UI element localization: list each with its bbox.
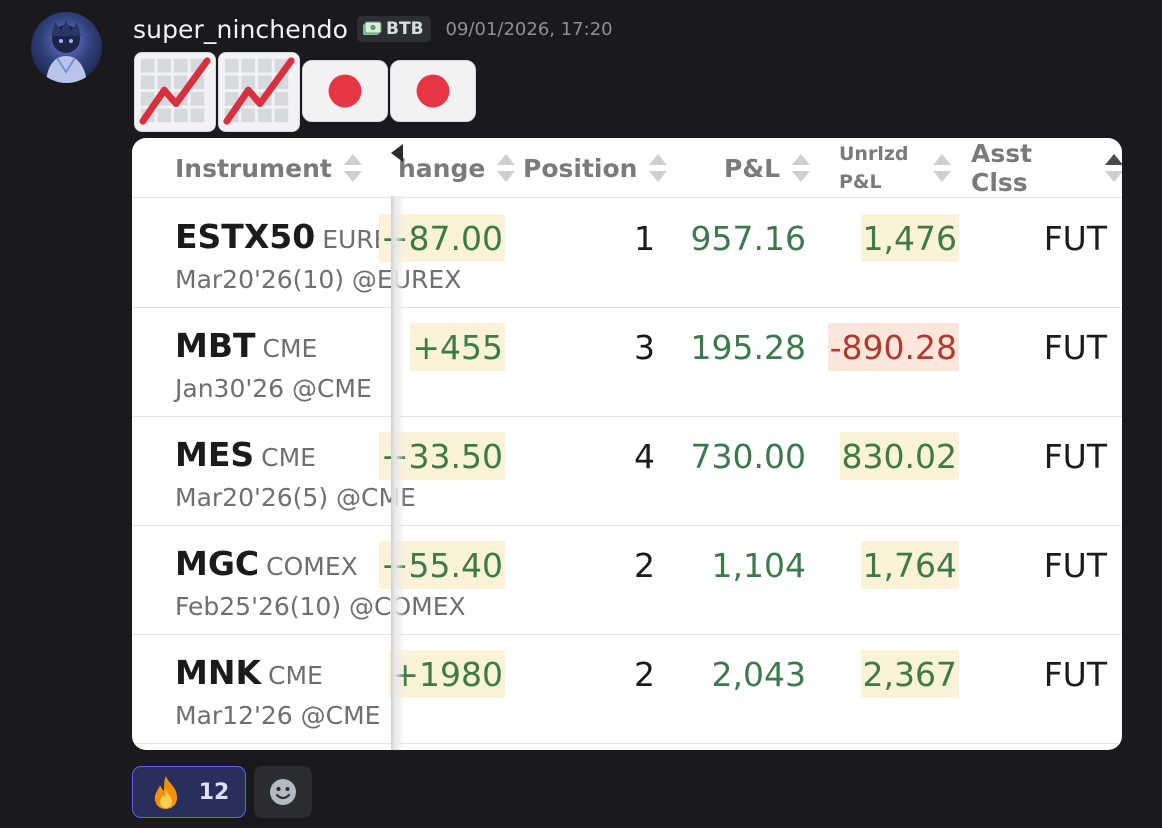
column-resize-handle[interactable] xyxy=(391,196,405,750)
column-instrument-label: Instrument xyxy=(175,153,332,183)
message-timestamp: 09/01/2026, 17:20 xyxy=(445,18,613,40)
positions-screenshot[interactable]: Instrument hange Position P&L Unrlzd P&L… xyxy=(132,138,1122,750)
username[interactable]: super_ninchendo xyxy=(133,14,349,44)
asset-class-cell: FUT xyxy=(1043,545,1107,585)
column-instrument[interactable]: Instrument xyxy=(175,138,362,198)
change-cell: +455 xyxy=(410,323,505,371)
sort-icon[interactable] xyxy=(649,153,668,183)
message-emojis xyxy=(134,52,476,132)
change-cell: +1980 xyxy=(389,650,505,698)
user-avatar[interactable] xyxy=(31,12,102,83)
table-row[interactable]: MNK CME Mar12'26 @CME +1980 2 2,043 2,367 FUT xyxy=(132,635,1122,744)
unrealized-pnl-cell: 1,764 xyxy=(860,541,959,589)
contract-details: Mar20'26(10) @EUREX xyxy=(175,265,462,294)
unrealized-pnl-cell: -890.28 xyxy=(827,323,959,371)
column-position-label: Position xyxy=(523,153,638,183)
asset-class-cell: FUT xyxy=(1043,654,1107,694)
fire-emoji-icon xyxy=(154,776,177,809)
instrument-symbol: MNK CME xyxy=(175,653,323,692)
pnl-cell: 1,104 xyxy=(711,545,806,585)
position-cell: 3 xyxy=(634,327,655,367)
column-asset-class-label: Asst Clss xyxy=(971,139,1033,197)
instrument-symbol: MES CME xyxy=(175,435,316,474)
sort-ascending-icon[interactable] xyxy=(1104,153,1122,183)
table-row[interactable]: ESTX50 EUREX Mar20'26(10) @EUREX +87.00 1 957… xyxy=(132,199,1122,308)
unrealized-pnl-cell: 830.02 xyxy=(839,432,959,480)
symbol-text: MNK xyxy=(175,653,262,692)
column-pnl[interactable]: P&L xyxy=(724,138,811,198)
table-row[interactable]: MBT CME Jan30'26 @CME +455 3 195.28 -890.28 FUT xyxy=(132,308,1122,417)
contract-details: Mar12'26 @CME xyxy=(175,701,381,730)
fire-reaction-button[interactable]: 12 xyxy=(132,766,246,818)
unrealized-pnl-cell: 2,367 xyxy=(860,650,959,698)
exchange-label: COMEX xyxy=(266,552,358,581)
instrument-symbol: ESTX50 EUREX xyxy=(175,217,407,256)
server-tag-label: BTB xyxy=(386,19,424,39)
message-header: super_ninchendo BTB 09/01/2026, 17:20 xyxy=(133,14,613,44)
column-asset-class[interactable]: Asst Clss xyxy=(971,138,1122,198)
sort-icon[interactable] xyxy=(933,153,951,183)
symbol-text: MES xyxy=(175,435,255,474)
sort-icon[interactable] xyxy=(792,153,811,183)
column-pnl-label: P&L xyxy=(724,153,781,183)
column-change-label: hange xyxy=(398,153,486,183)
table-row[interactable]: MES CME Mar20'26(5) @CME +33.50 4 730.00 830.0… xyxy=(132,417,1122,526)
scroll-left-arrow-icon[interactable] xyxy=(391,144,403,162)
pnl-cell: 2,043 xyxy=(711,654,806,694)
exchange-label: CME xyxy=(268,661,323,690)
asset-class-cell: FUT xyxy=(1043,218,1107,258)
pnl-cell: 730.00 xyxy=(690,436,806,476)
symbol-text: MBT xyxy=(175,326,256,365)
column-unrealized-label-line1: Unrlzd xyxy=(839,143,909,165)
reaction-count: 12 xyxy=(198,779,230,805)
instrument-symbol: MGC COMEX xyxy=(175,544,358,583)
exchange-label: CME xyxy=(262,334,318,363)
chart-increasing-emoji[interactable] xyxy=(134,52,216,132)
column-position[interactable]: Position xyxy=(523,138,668,198)
contract-details: Mar20'26(5) @CME xyxy=(175,483,416,512)
pnl-cell: 195.28 xyxy=(690,327,806,367)
position-cell: 1 xyxy=(634,218,655,258)
column-unrealized-label-line2: P&L xyxy=(839,171,882,193)
position-cell: 4 xyxy=(634,436,655,476)
chart-increasing-emoji[interactable] xyxy=(218,52,300,132)
sort-icon[interactable] xyxy=(343,153,362,183)
avatar-image xyxy=(46,20,87,83)
server-tag[interactable]: BTB xyxy=(357,16,431,42)
asset-class-cell: FUT xyxy=(1043,436,1107,476)
instrument-symbol: MBT CME xyxy=(175,326,317,365)
position-cell: 2 xyxy=(634,545,655,585)
reactions-bar: 12 xyxy=(132,766,312,818)
contract-details: Jan30'26 @CME xyxy=(175,374,372,403)
table-row[interactable]: MGC COMEX Feb25'26(10) @COMEX +55.40 2 1,104 1… xyxy=(132,526,1122,635)
symbol-text: MGC xyxy=(175,544,260,583)
column-change[interactable]: hange xyxy=(398,138,516,198)
pnl-cell: 957.16 xyxy=(690,218,806,258)
contract-details: Feb25'26(10) @COMEX xyxy=(175,592,466,621)
position-cell: 2 xyxy=(634,654,655,694)
unrealized-pnl-cell: 1,476 xyxy=(860,214,959,262)
exchange-label: CME xyxy=(261,443,316,472)
table-header: Instrument hange Position P&L Unrlzd P&L… xyxy=(132,138,1122,198)
smiley-face-icon xyxy=(270,779,296,805)
asset-class-cell: FUT xyxy=(1043,327,1107,367)
add-reaction-button[interactable] xyxy=(254,766,312,818)
column-unrealized-pnl[interactable]: Unrlzd P&L xyxy=(839,138,951,198)
money-icon xyxy=(363,21,382,35)
sort-icon[interactable] xyxy=(497,153,516,183)
symbol-text: ESTX50 xyxy=(175,217,316,256)
red-circle-emoji[interactable] xyxy=(302,60,388,122)
red-circle-emoji[interactable] xyxy=(390,60,476,122)
